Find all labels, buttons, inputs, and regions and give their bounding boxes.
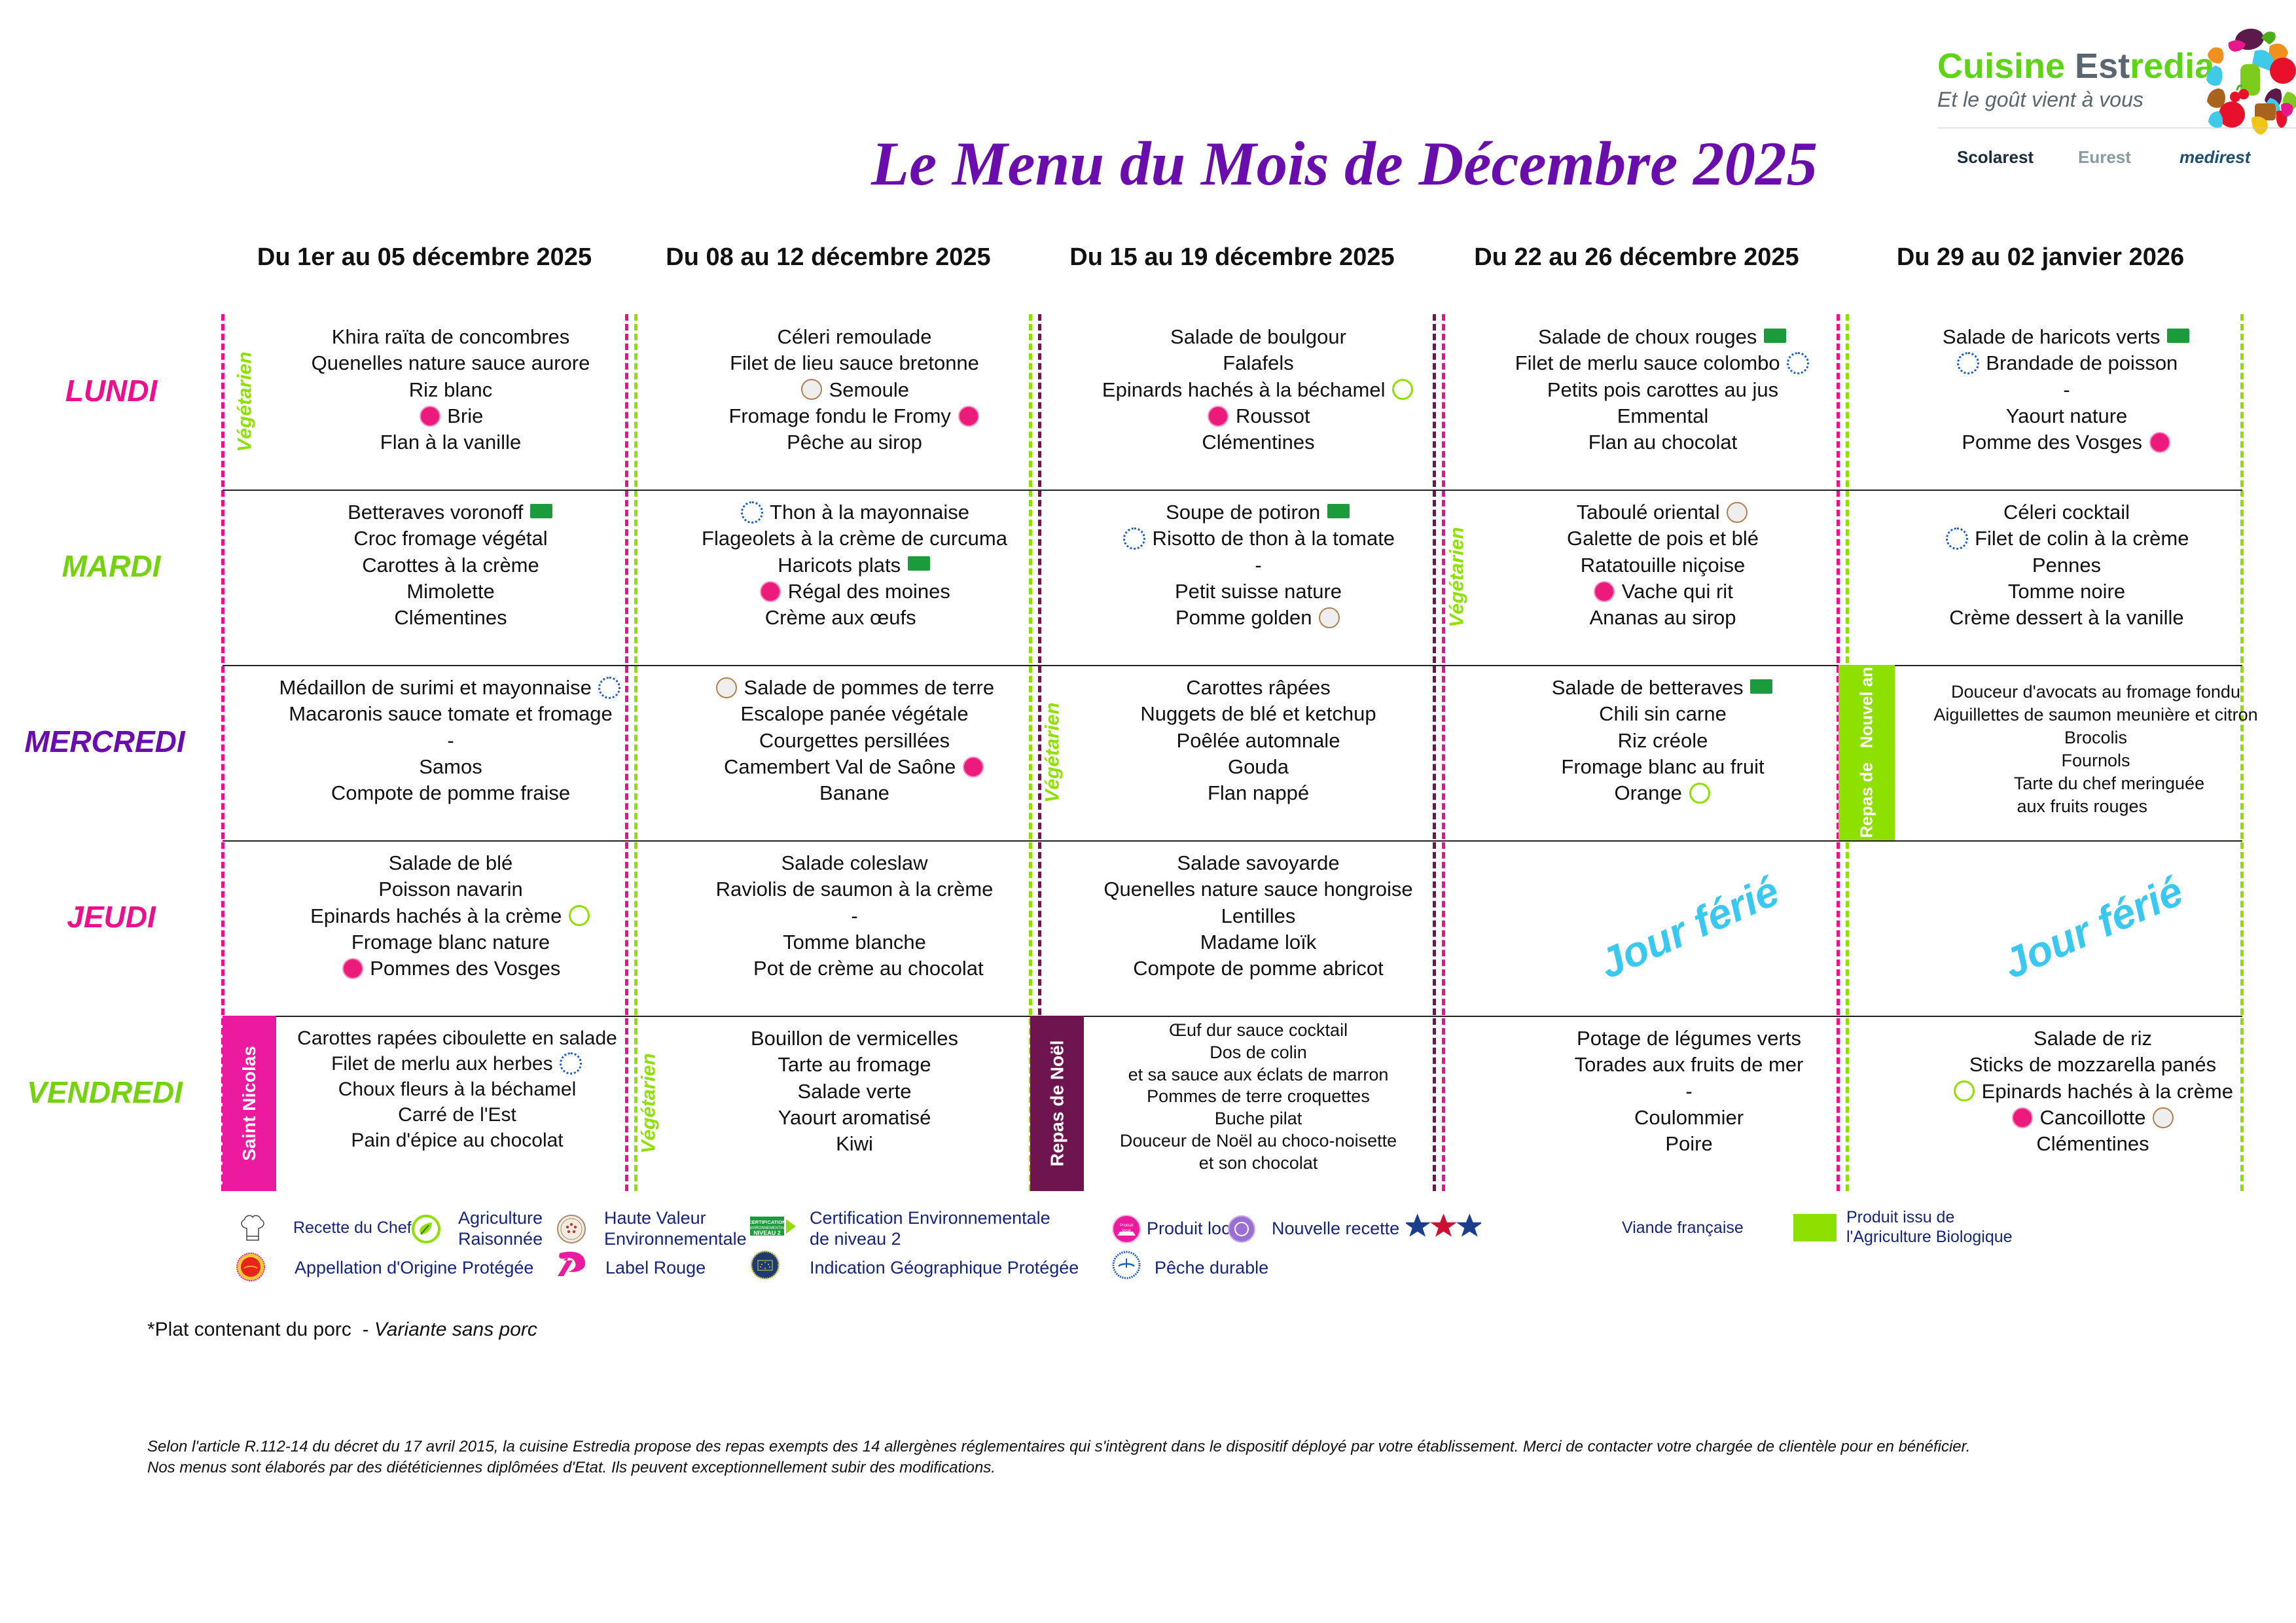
svg-text:NIVEAU 2: NIVEAU 2 bbox=[753, 1230, 781, 1236]
svg-text:CERTIFICATION: CERTIFICATION bbox=[750, 1219, 786, 1225]
svg-text:Produit: Produit bbox=[1120, 1223, 1134, 1228]
